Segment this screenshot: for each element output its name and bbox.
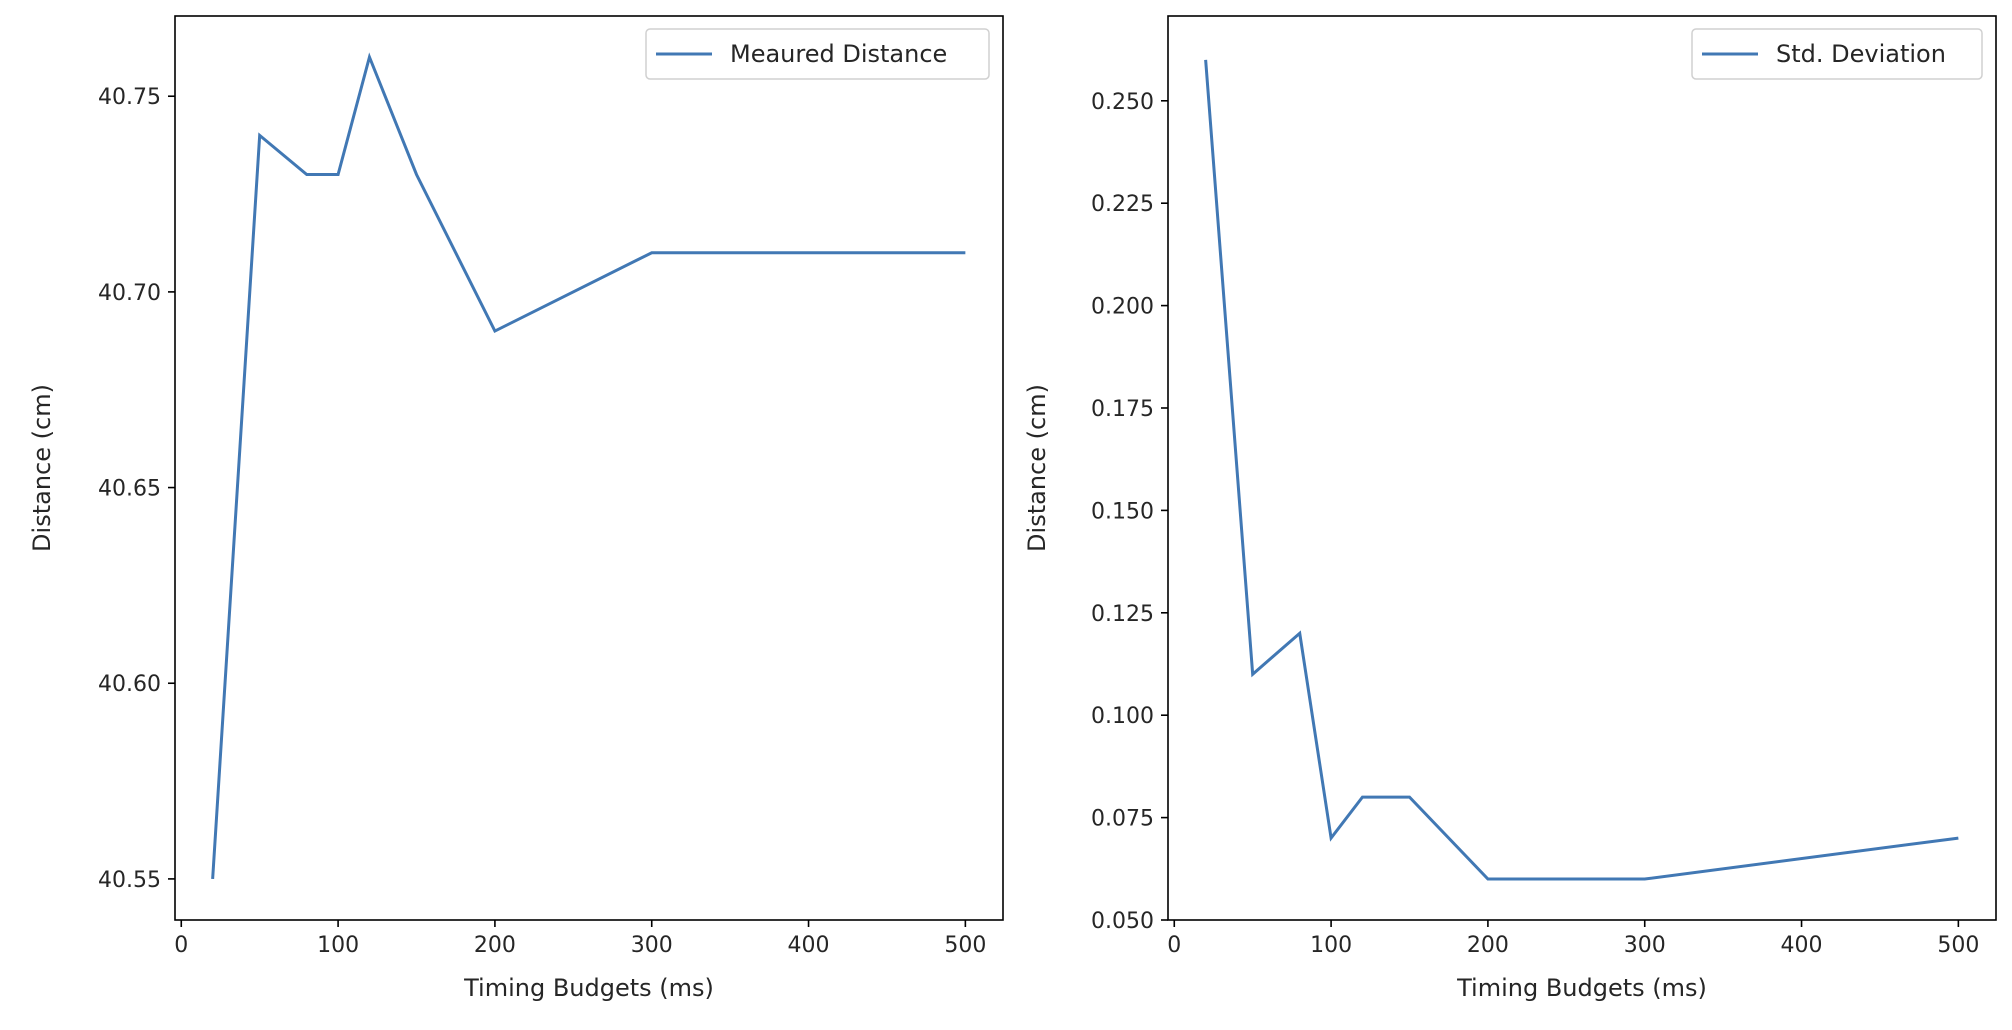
legend: Meaured Distance [645, 28, 990, 80]
legend-entry: Meaured Distance [730, 40, 947, 68]
plot-frame [174, 15, 1004, 921]
y-tick-label: 40.55 [98, 868, 161, 893]
left-chart-distance: 0 100 200 300 400 500 40.55 40.60 40.65 40.70 40.7… [28, 15, 1004, 1002]
x-tick-label: 400 [788, 933, 830, 958]
y-tick-label: 40.65 [98, 477, 161, 502]
y-tick-label: 0.200 [1091, 295, 1154, 320]
x-tick-label: 500 [1937, 933, 1979, 958]
x-tick-label: 300 [1624, 933, 1666, 958]
x-tick-label: 100 [1310, 933, 1352, 958]
legend-box [645, 28, 990, 80]
plot-frame [1167, 15, 1997, 921]
y-tick-label: 0.250 [1091, 90, 1154, 115]
x-tick-label: 200 [1467, 933, 1509, 958]
y-tick-label: 40.60 [98, 672, 161, 697]
series-line-0 [211, 52, 966, 880]
x-tick-label: 300 [631, 933, 673, 958]
y-tick-label: 40.75 [98, 85, 161, 110]
y-tick-label: 0.150 [1091, 499, 1154, 524]
y-tick-label: 0.175 [1091, 397, 1154, 422]
legend-entry: Std. Deviation [1776, 40, 1946, 68]
x-tick-label: 0 [1167, 933, 1181, 958]
legend: Std. Deviation [1691, 28, 1983, 80]
y-axis-label: Distance (cm) [28, 384, 56, 552]
y-tick-label: 0.050 [1091, 909, 1154, 934]
y-tick-label: 0.075 [1091, 807, 1154, 832]
x-tick-label: 0 [174, 933, 188, 958]
x-tick-label: 400 [1781, 933, 1823, 958]
legend-box [1691, 28, 1983, 80]
series-line-0 [1204, 59, 1959, 881]
x-tick-label: 200 [474, 933, 516, 958]
y-tick-label: 0.125 [1091, 602, 1154, 627]
y-tick-label: 40.70 [98, 281, 161, 306]
right-chart-std-deviation: 0 100 200 300 400 500 0.050 0.075 0.100 0.125 0.15… [1023, 15, 1997, 1002]
y-tick-label: 0.100 [1091, 704, 1154, 729]
y-tick-label: 0.225 [1091, 192, 1154, 217]
x-tick-label: 500 [944, 933, 986, 958]
x-axis-label: Timing Budgets (ms) [1456, 974, 1707, 1002]
y-axis-label: Distance (cm) [1023, 384, 1051, 552]
x-tick-label: 100 [317, 933, 359, 958]
x-axis-label: Timing Budgets (ms) [463, 974, 714, 1002]
